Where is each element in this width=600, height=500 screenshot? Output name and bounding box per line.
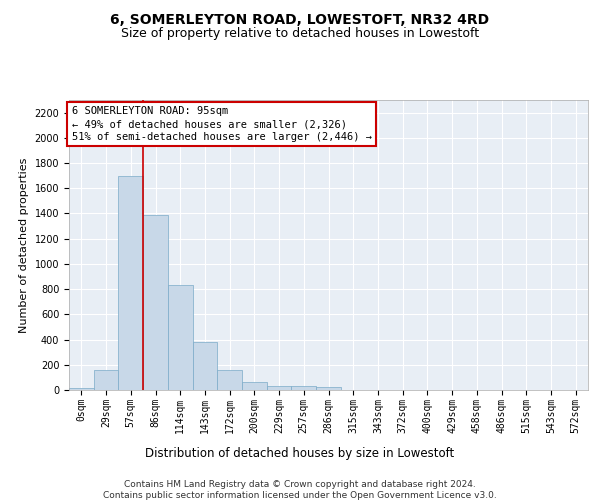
Text: Contains public sector information licensed under the Open Government Licence v3: Contains public sector information licen… <box>103 491 497 500</box>
Y-axis label: Number of detached properties: Number of detached properties <box>19 158 29 332</box>
Bar <box>94 370 118 390</box>
Bar <box>118 176 143 390</box>
Text: Distribution of detached houses by size in Lowestoft: Distribution of detached houses by size … <box>145 448 455 460</box>
Bar <box>168 284 193 390</box>
Bar <box>217 370 242 390</box>
Bar <box>267 386 292 390</box>
Bar <box>242 382 267 390</box>
Text: 6, SOMERLEYTON ROAD, LOWESTOFT, NR32 4RD: 6, SOMERLEYTON ROAD, LOWESTOFT, NR32 4RD <box>110 12 490 26</box>
Bar <box>143 214 168 390</box>
Bar <box>292 386 316 390</box>
Text: Contains HM Land Registry data © Crown copyright and database right 2024.: Contains HM Land Registry data © Crown c… <box>124 480 476 489</box>
Bar <box>193 342 217 390</box>
Text: 6 SOMERLEYTON ROAD: 95sqm
← 49% of detached houses are smaller (2,326)
51% of se: 6 SOMERLEYTON ROAD: 95sqm ← 49% of detac… <box>71 106 371 142</box>
Text: Size of property relative to detached houses in Lowestoft: Size of property relative to detached ho… <box>121 28 479 40</box>
Bar <box>69 388 94 390</box>
Bar <box>316 386 341 390</box>
